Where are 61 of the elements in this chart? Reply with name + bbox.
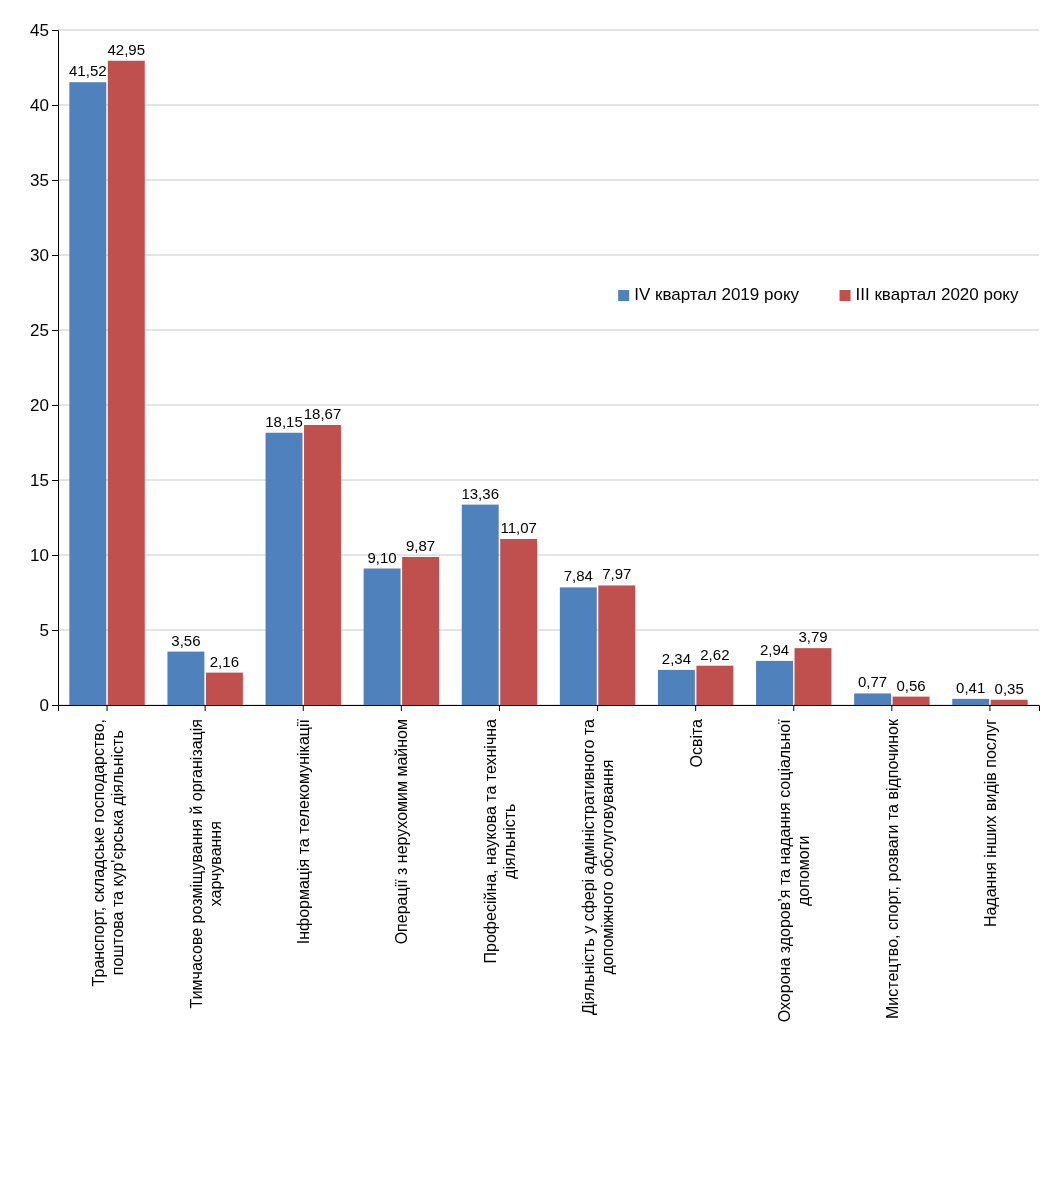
bar [167, 651, 205, 705]
data-label: 7,97 [602, 565, 632, 583]
bar [500, 538, 538, 705]
data-label: 18,15 [265, 412, 303, 430]
bar [756, 660, 793, 705]
bar [69, 82, 107, 705]
data-label: 13,36 [461, 484, 499, 502]
y-tick-label: 5 [39, 620, 49, 640]
bar [205, 672, 243, 705]
y-tick-label: 10 [30, 545, 49, 565]
data-label: 7,84 [563, 567, 593, 585]
data-label: 0,41 [956, 678, 986, 696]
data-label: 2,34 [661, 649, 692, 667]
data-label: 9,87 [405, 536, 436, 554]
data-label: 0,35 [994, 679, 1024, 697]
y-tick-label: 25 [30, 320, 49, 340]
data-label: 42,95 [107, 40, 146, 58]
bar [107, 60, 145, 705]
bar [598, 585, 636, 705]
bar [363, 568, 401, 705]
y-tick-label: 35 [30, 170, 49, 190]
x-tick-label: Надання інших видів послуг [981, 718, 999, 928]
bar [657, 669, 695, 705]
bar [952, 698, 990, 705]
y-tick-label: 30 [30, 245, 49, 265]
data-label: 18,67 [303, 404, 342, 422]
data-label: 3,79 [798, 628, 828, 646]
y-tick-label: 40 [30, 95, 49, 115]
data-label: 2,94 [759, 640, 790, 658]
data-label: 0,56 [896, 676, 926, 694]
bar [265, 432, 303, 705]
data-label: 11,07 [500, 518, 537, 536]
x-tick-label: Операції з нерухомим майном [393, 719, 411, 945]
bar [559, 587, 597, 705]
data-label: 2,16 [209, 652, 239, 670]
x-tick-label: Інформація та телекомунікації [295, 718, 313, 945]
bar [854, 693, 892, 705]
data-label: 2,62 [700, 645, 730, 663]
x-tick-label: Тимчасове розміщування й організація харчування [187, 719, 224, 1009]
x-tick-label: Освіта [687, 718, 705, 768]
y-tick-label: 0 [39, 695, 49, 715]
bar [990, 699, 1028, 705]
y-tick-label: 20 [30, 395, 49, 415]
bar [461, 504, 499, 705]
bar [794, 648, 832, 705]
x-tick-label: Професійна, наукова та технічна діяльність [481, 718, 518, 964]
y-tick-label: 45 [30, 20, 49, 40]
data-label: 0,77 [858, 673, 888, 691]
y-tick-label: 15 [30, 470, 49, 490]
x-tick-label: Транспорт, складське господарство, поштова та кур'єрська діяльність [89, 719, 126, 987]
x-tick-label: Охорона здоров’я та надання соціальної допомоги [776, 718, 813, 1023]
legend-label: IV квартал 2019 року [634, 285, 800, 304]
data-label: 3,56 [171, 631, 201, 649]
bar [402, 556, 440, 705]
data-label: 9,10 [367, 548, 397, 566]
bar [892, 696, 930, 705]
x-tick-label: Мистецтво, спорт, розваги та відпочинок [883, 718, 901, 1019]
bar [304, 424, 341, 705]
data-label: 41,52 [69, 62, 107, 80]
bar [696, 665, 734, 705]
legend-label: III квартал 2020 року [855, 285, 1019, 304]
